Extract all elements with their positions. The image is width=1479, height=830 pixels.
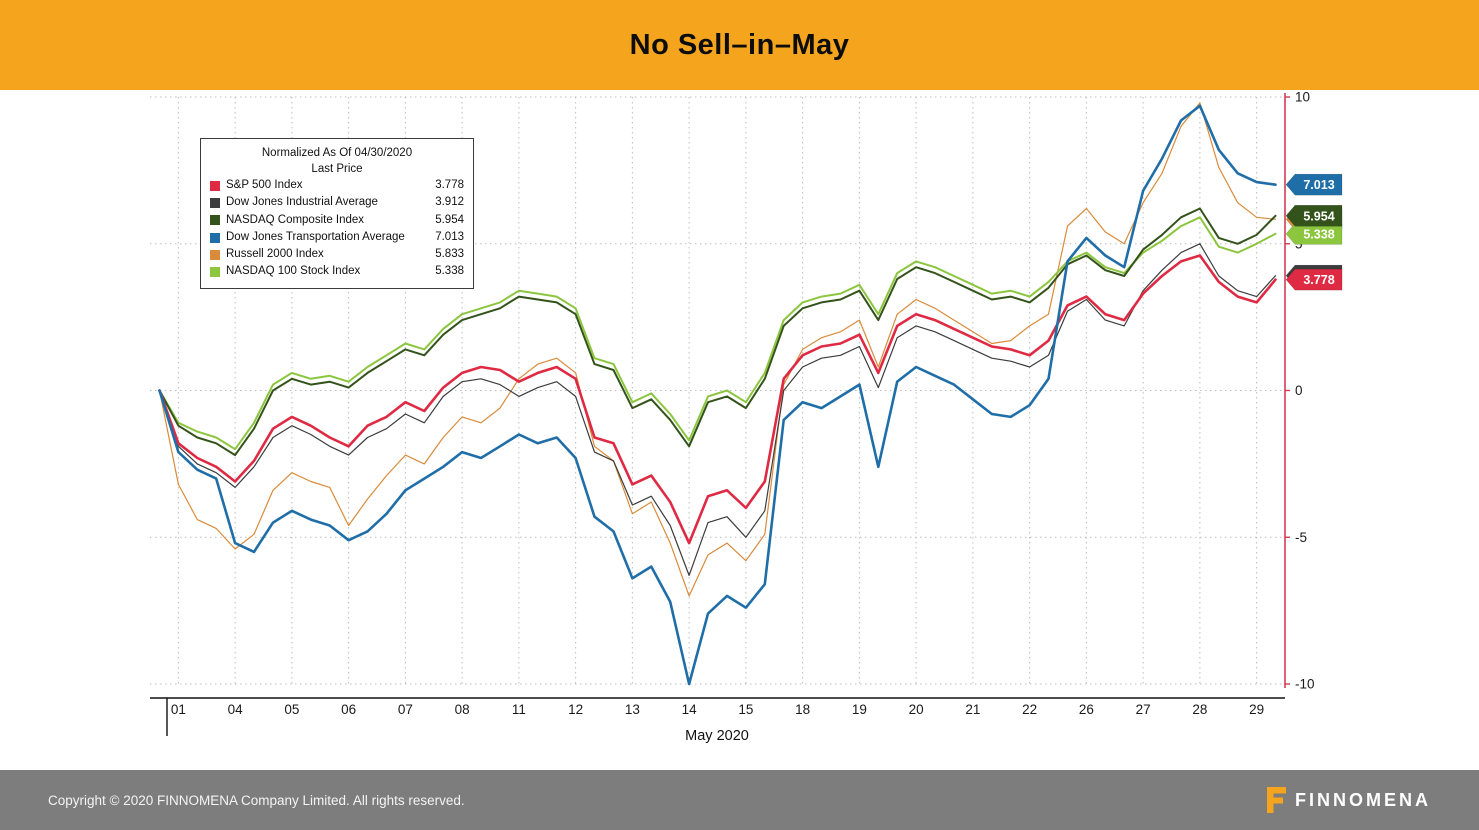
legend-item: Dow Jones Transportation Average 7.013 bbox=[210, 229, 464, 246]
footer: Copyright © 2020 FINNOMENA Company Limit… bbox=[0, 770, 1479, 830]
x-axis-title: May 2020 bbox=[685, 728, 749, 744]
svg-text:-5: -5 bbox=[1295, 530, 1307, 545]
svg-text:08: 08 bbox=[455, 702, 470, 717]
svg-text:20: 20 bbox=[909, 702, 924, 717]
chart-canvas: 01 04 05 06 07 08 11 12 13 14 15 18 19 20 21 22 26 27 28 29… bbox=[150, 90, 1343, 736]
svg-text:15: 15 bbox=[738, 702, 753, 717]
page-title: No Sell–in–May bbox=[629, 28, 850, 61]
svg-text:22: 22 bbox=[1022, 702, 1037, 717]
series-last-price: 3.912 bbox=[435, 196, 464, 209]
svg-text:-10: -10 bbox=[1295, 677, 1315, 692]
svg-text:18: 18 bbox=[795, 702, 810, 717]
series-name: Dow Jones Industrial Average bbox=[226, 196, 378, 209]
chart-legend: Normalized As Of 04/30/2020 Last Price S… bbox=[200, 138, 474, 289]
series-name: Dow Jones Transportation Average bbox=[226, 230, 405, 243]
svg-text:28: 28 bbox=[1192, 702, 1207, 717]
brand-name: FINNOMENA bbox=[1295, 789, 1431, 810]
svg-text:12: 12 bbox=[568, 702, 583, 717]
series-color-swatch bbox=[210, 249, 220, 260]
legend-item: NASDAQ Composite Index 5.954 bbox=[210, 212, 464, 229]
svg-text:10: 10 bbox=[1295, 90, 1310, 105]
legend-item: S&P 500 Index 3.778 bbox=[210, 177, 464, 194]
series-last-price: 3.778 bbox=[435, 179, 464, 192]
series-last-price: 5.833 bbox=[435, 248, 464, 261]
svg-text:0: 0 bbox=[1295, 383, 1303, 398]
series-name: NASDAQ Composite Index bbox=[226, 213, 365, 226]
svg-text:07: 07 bbox=[398, 702, 413, 717]
series-name: Russell 2000 Index bbox=[226, 248, 324, 261]
series-color-swatch bbox=[210, 267, 220, 278]
svg-text:27: 27 bbox=[1136, 702, 1151, 717]
series-last-price: 5.954 bbox=[435, 213, 464, 226]
svg-text:14: 14 bbox=[682, 702, 698, 717]
series-name: NASDAQ 100 Stock Index bbox=[226, 265, 361, 278]
series-last-price: 7.013 bbox=[435, 230, 464, 243]
series-last-price: 5.338 bbox=[435, 265, 464, 278]
series-name: S&P 500 Index bbox=[226, 179, 303, 192]
svg-text:13: 13 bbox=[625, 702, 640, 717]
brand-logo: FINNOMENA bbox=[1264, 787, 1431, 813]
svg-text:11: 11 bbox=[512, 702, 526, 717]
series-color-swatch bbox=[210, 232, 220, 243]
chart-area: 01 04 05 06 07 08 11 12 13 14 15 18 19 20 21 22 26 27 28 29… bbox=[0, 90, 1479, 770]
svg-text:26: 26 bbox=[1079, 702, 1094, 717]
svg-text:19: 19 bbox=[852, 702, 867, 717]
svg-text:05: 05 bbox=[284, 702, 299, 717]
svg-text:5.954: 5.954 bbox=[1303, 209, 1334, 223]
copyright-text: Copyright © 2020 FINNOMENA Company Limit… bbox=[48, 792, 465, 808]
svg-text:06: 06 bbox=[341, 702, 356, 717]
svg-text:04: 04 bbox=[228, 702, 244, 717]
header-banner: No Sell–in–May bbox=[0, 0, 1479, 90]
svg-text:5.338: 5.338 bbox=[1303, 227, 1334, 241]
svg-text:7.013: 7.013 bbox=[1303, 178, 1334, 192]
legend-subtitle: Last Price bbox=[311, 163, 363, 176]
legend-item: Dow Jones Industrial Average 3.912 bbox=[210, 194, 464, 211]
legend-title: Normalized As Of 04/30/2020 bbox=[261, 147, 413, 159]
svg-text:21: 21 bbox=[965, 702, 980, 717]
legend-item: NASDAQ 100 Stock Index 5.338 bbox=[210, 263, 464, 280]
series-color-swatch bbox=[210, 198, 220, 209]
legend-item: Russell 2000 Index 5.833 bbox=[210, 246, 464, 263]
svg-text:29: 29 bbox=[1249, 702, 1264, 717]
series-color-swatch bbox=[210, 215, 220, 226]
series-color-swatch bbox=[210, 180, 220, 191]
svg-text:3.778: 3.778 bbox=[1303, 273, 1334, 287]
finnomena-logo-icon bbox=[1267, 787, 1286, 813]
svg-text:01: 01 bbox=[171, 702, 186, 717]
